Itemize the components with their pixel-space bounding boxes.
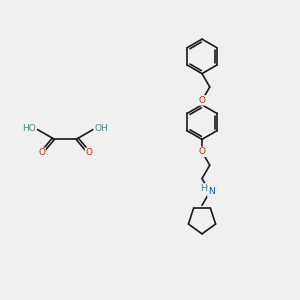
Text: OH: OH — [94, 124, 108, 134]
Text: H: H — [200, 184, 207, 193]
Text: O: O — [199, 96, 206, 105]
Text: O: O — [199, 147, 206, 156]
Text: HO: HO — [22, 124, 36, 134]
Text: O: O — [38, 148, 45, 157]
Text: N: N — [208, 188, 214, 196]
Text: O: O — [85, 148, 92, 157]
